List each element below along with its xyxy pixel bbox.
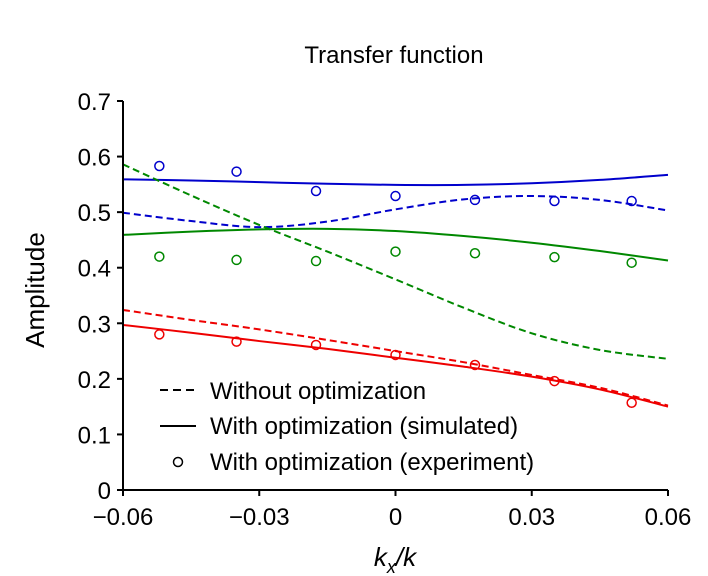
x-axis-ticks: −0.06 −0.03 0 0.03 0.06 bbox=[93, 490, 692, 531]
curve-4-solid bbox=[122, 323, 669, 408]
marker-1-2 bbox=[310, 255, 322, 267]
x-tick-label-1: −0.03 bbox=[229, 504, 290, 531]
legend-label-simulated: With optimization (simulated) bbox=[210, 413, 518, 440]
legend-label-experiment: With optimization (experiment) bbox=[210, 449, 534, 476]
x-tick-label-0: −0.06 bbox=[93, 504, 154, 531]
legend: Without optimization With optimization (… bbox=[160, 378, 534, 476]
x-axis-label-k: k bbox=[374, 542, 389, 572]
y-tick-label-4: 0.4 bbox=[78, 256, 111, 283]
marker-2-2 bbox=[310, 339, 322, 351]
marker-1-5 bbox=[549, 251, 560, 263]
marker-0-1 bbox=[231, 166, 242, 177]
chart-title: Transfer function bbox=[304, 42, 483, 69]
legend-swatch-marker bbox=[172, 456, 184, 468]
marker-0-5 bbox=[549, 195, 560, 207]
marker-0-2 bbox=[310, 185, 322, 197]
y-tick-label-1: 0.1 bbox=[78, 422, 111, 449]
legend-label-without-optimization: Without optimization bbox=[210, 378, 426, 405]
markers-layer bbox=[154, 160, 637, 409]
marker-0-3 bbox=[390, 190, 401, 202]
marker-2-6 bbox=[626, 397, 637, 409]
marker-1-1 bbox=[231, 254, 242, 266]
curve-2-solid bbox=[122, 227, 669, 262]
x-tick-label-3: 0.03 bbox=[508, 504, 555, 531]
y-axis-label: Amplitude bbox=[20, 232, 50, 348]
x-tick-label-2: 0 bbox=[389, 504, 402, 531]
y-tick-label-0: 0 bbox=[98, 478, 111, 505]
x-axis-label-rest: /k bbox=[394, 542, 418, 572]
marker-1-4 bbox=[469, 248, 481, 259]
marker-0-6 bbox=[626, 195, 637, 207]
marker-2-3 bbox=[390, 349, 401, 361]
x-tick-label-4: 0.06 bbox=[645, 504, 692, 531]
curve-3-dashed bbox=[122, 163, 669, 360]
x-axis-label: kx/k bbox=[374, 542, 418, 576]
y-tick-label-5: 0.5 bbox=[78, 200, 111, 227]
marker-0-0 bbox=[154, 160, 165, 172]
marker-0-4 bbox=[469, 194, 481, 206]
marker-1-3 bbox=[390, 246, 401, 257]
marker-2-0 bbox=[154, 329, 165, 340]
marker-2-5 bbox=[549, 375, 560, 387]
y-tick-label-3: 0.3 bbox=[78, 311, 111, 338]
marker-2-4 bbox=[469, 359, 481, 371]
marker-2-1 bbox=[231, 336, 242, 347]
marker-1-0 bbox=[154, 251, 165, 262]
curve-1-dashed bbox=[122, 195, 669, 229]
x-axis-label-subscript: x bbox=[386, 557, 397, 576]
y-tick-label-6: 0.6 bbox=[78, 145, 111, 172]
curve-0-solid bbox=[122, 173, 669, 187]
marker-1-6 bbox=[626, 257, 637, 268]
y-axis-ticks: 0 0.1 0.2 0.3 0.4 0.5 0.6 0.7 bbox=[78, 89, 123, 505]
y-tick-label-7: 0.7 bbox=[78, 89, 111, 116]
y-tick-label-2: 0.2 bbox=[78, 367, 111, 394]
